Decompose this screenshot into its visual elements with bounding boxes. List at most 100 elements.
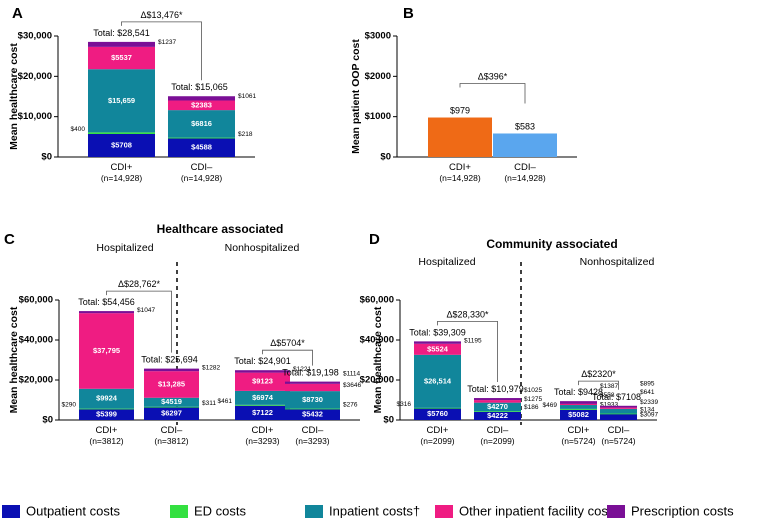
- bar-segment-inpatient: [88, 69, 155, 133]
- y-tick-label: $30,000: [18, 31, 52, 42]
- segment-side-label: $1047: [137, 307, 155, 314]
- x-tick-label: CDI–: [487, 425, 509, 436]
- bar: [493, 133, 557, 157]
- x-tick-label: CDI–: [161, 425, 183, 436]
- delta-bracket: [578, 380, 619, 390]
- bar-total-label: Total: $24,901: [234, 356, 291, 366]
- segment-value-label: $2383: [191, 100, 212, 109]
- segment-side-label: $218: [238, 131, 253, 138]
- group-name: Nonhospitalized: [225, 242, 300, 254]
- bar-segment-outpatient: [168, 138, 235, 157]
- y-tick-label: $3000: [365, 31, 391, 42]
- bar-segment-other: [600, 407, 637, 409]
- bar-segment-outpatient: [474, 411, 521, 420]
- bar-total-label: Total: $28,541: [93, 28, 150, 38]
- y-tick-label: $60,000: [19, 295, 53, 306]
- segment-side-label: $469: [543, 402, 558, 409]
- bar: [428, 117, 492, 157]
- bar-segment-outpatient: [144, 407, 199, 420]
- segment-value-label: $7122: [252, 408, 273, 417]
- bar-segment-rx: [600, 405, 637, 408]
- legend-label: Other inpatient facility costs‡: [459, 503, 625, 518]
- segment-value-label: $5432: [302, 410, 323, 419]
- x-tick-sample-size: (n=3812): [89, 436, 123, 446]
- x-tick-sample-size: (n=5724): [601, 436, 635, 446]
- x-tick-sample-size: (n=3293): [295, 436, 329, 446]
- segment-side-label: $1061: [238, 93, 256, 100]
- segment-value-label: $9924: [96, 394, 118, 403]
- bar-segment-inpatient: [285, 391, 340, 409]
- bar-segment-ed: [79, 408, 134, 410]
- segment-side-label: $641: [640, 389, 655, 396]
- segment-side-label: $895: [640, 380, 655, 387]
- y-axis-label: Mean patient OOP cost: [350, 39, 362, 154]
- panel-title: Community associated: [486, 237, 617, 251]
- segment-side-label: $186: [524, 404, 539, 411]
- segment-value-label: $4519: [161, 397, 182, 406]
- segment-value-label: $4222: [487, 411, 508, 420]
- x-tick-label: CDI+: [96, 425, 118, 436]
- bar-segment-other: [79, 313, 134, 389]
- y-tick-label: $40,000: [19, 335, 53, 346]
- segment-side-label: $558: [600, 392, 615, 399]
- segment-value-label: $4588: [191, 143, 212, 152]
- segment-side-label: $2339: [640, 399, 658, 406]
- bar-segment-other: [168, 100, 235, 111]
- delta-label: Δ$396*: [478, 72, 508, 82]
- delta-label: Δ$2320*: [581, 369, 616, 379]
- segment-value-label: $5537: [111, 53, 132, 62]
- segment-side-label: $316: [397, 401, 412, 408]
- bar-segment-other: [285, 383, 340, 392]
- x-tick-sample-size: (n=5724): [561, 436, 595, 446]
- bar-total-label: Total: $39,309: [409, 327, 466, 337]
- x-tick-label: CDI–: [302, 425, 324, 436]
- x-tick-label: CDI+: [449, 162, 471, 173]
- x-tick-label: CDI+: [568, 425, 590, 436]
- bar-segment-outpatient: [79, 409, 134, 420]
- segment-side-label: $276: [343, 402, 358, 409]
- bar-segment-rx: [79, 311, 134, 314]
- bar-segment-other: [474, 400, 521, 403]
- bar-total-label: Total: $54,456: [78, 297, 135, 307]
- x-tick-sample-size: (n=2099): [420, 436, 454, 446]
- segment-side-label: $461: [218, 398, 233, 405]
- legend-swatch-other: [435, 505, 453, 518]
- bar-total-label: Total: $15,065: [171, 82, 228, 92]
- segment-side-label: $1025: [524, 387, 542, 394]
- y-tick-label: $0: [383, 415, 394, 426]
- delta-bracket: [459, 83, 526, 104]
- segment-value-label: $6816: [191, 119, 212, 128]
- bar-total-label: Total: $10,979: [467, 384, 524, 394]
- segment-value-label: $5082: [568, 410, 589, 419]
- segment-value-label: $4270: [487, 402, 508, 411]
- bar-segment-other: [88, 46, 155, 70]
- panel-letter: A: [12, 5, 23, 22]
- y-tick-label: $20,000: [18, 71, 52, 82]
- y-tick-label: $20,000: [19, 375, 53, 386]
- segment-side-label: $290: [62, 402, 77, 409]
- y-axis-label: Mean healthcare cost: [372, 306, 384, 413]
- legend: Outpatient costs ED costs Inpatient costs†…: [2, 503, 734, 518]
- bar-segment-other: [144, 371, 199, 398]
- x-tick-sample-size: (n=2099): [480, 436, 514, 446]
- y-tick-label: $0: [380, 152, 391, 163]
- x-tick-sample-size: (n=3812): [154, 436, 188, 446]
- x-tick-label: CDI+: [252, 425, 274, 436]
- segment-side-label: $1237: [158, 39, 176, 46]
- bar-value-label: $979: [450, 106, 470, 116]
- segment-value-label: $8730: [302, 395, 323, 404]
- delta-label: Δ$28,762*: [118, 279, 161, 289]
- segment-value-label: $5399: [96, 410, 117, 419]
- bar-segment-inpatient: [235, 390, 290, 405]
- bar-segment-rx: [168, 96, 235, 101]
- y-axis-label: Mean healthcare cost: [8, 306, 20, 413]
- x-tick-sample-size: (n=3293): [245, 436, 279, 446]
- bar-segment-rx: [285, 381, 340, 384]
- panel-b: B Mean patient OOP cost $0 $1000 $2000 $3000 $…: [350, 5, 577, 183]
- x-tick-sample-size: (n=14,928): [181, 173, 223, 183]
- panel-a: A Mean healthcare cost $0 $10,000 $20,000 $30…: [8, 5, 257, 183]
- bar-segment-outpatient: [285, 409, 340, 420]
- segment-side-label: $3097: [640, 412, 658, 419]
- bar-segment-inpatient: [560, 405, 597, 409]
- x-tick-sample-size: (n=14,928): [439, 173, 481, 183]
